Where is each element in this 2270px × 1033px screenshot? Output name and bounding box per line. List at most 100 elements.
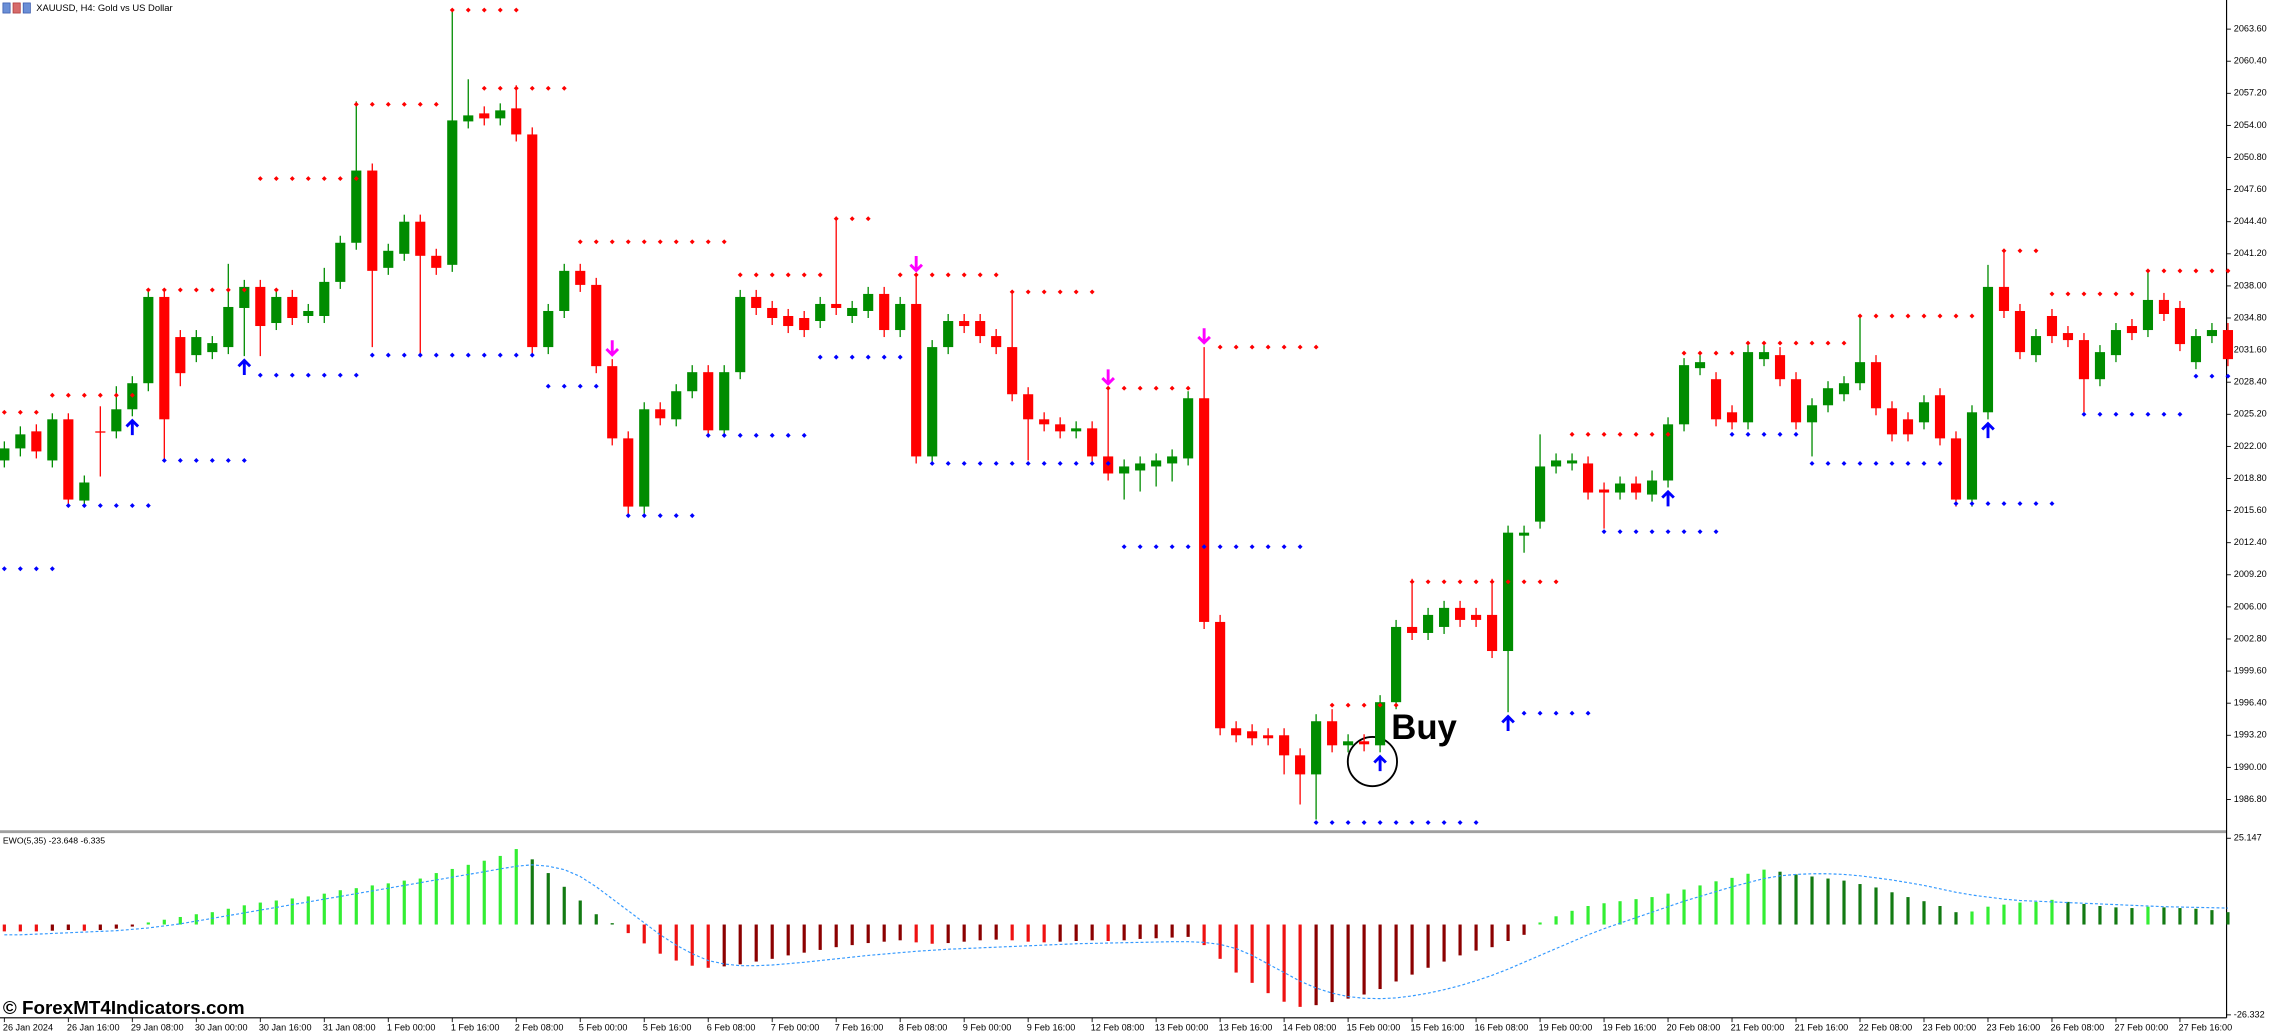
y-tick-label: 2009.20 [2234, 569, 2267, 579]
support-dot [1393, 820, 1399, 826]
support-dot [1329, 820, 1335, 826]
ewo-bar [66, 924, 70, 931]
y-tick-label: 2063.60 [2234, 24, 2267, 34]
candle-body [895, 303, 906, 331]
ewo-bar [162, 919, 166, 925]
ewo-bar [2226, 912, 2230, 925]
y-tick-label: 2022.00 [2234, 441, 2267, 451]
candle-body [95, 431, 106, 433]
candle-body [207, 343, 218, 353]
x-tick-label: 29 Jan 08:00 [131, 1022, 184, 1032]
ewo-bar [1522, 924, 1526, 935]
support-level [1313, 820, 1479, 826]
ewo-bar [258, 902, 262, 925]
ewo-bar [1538, 922, 1542, 925]
support-dot [1169, 544, 1175, 550]
candle-body [1167, 456, 1178, 464]
support-dot [97, 503, 103, 509]
ewo-bar [530, 859, 534, 925]
x-tick-label: 22 Feb 08:00 [1859, 1022, 1913, 1032]
ewo-bar [658, 924, 662, 954]
candle-body [399, 221, 410, 254]
candle-body [575, 270, 586, 285]
ewo-bar [562, 886, 566, 925]
candle-body [1854, 362, 1866, 384]
x-tick-label: 8 Feb 08:00 [899, 1022, 948, 1032]
candle-body [447, 120, 458, 265]
ewo-bar [1842, 880, 1846, 925]
ewo-bar [2098, 906, 2102, 925]
x-tick-label: 13 Feb 00:00 [1155, 1022, 1209, 1032]
support-dot [1345, 820, 1351, 826]
candle-body [1550, 460, 1562, 467]
support-dot [449, 352, 455, 358]
candle-body [383, 250, 394, 268]
candle-body [831, 303, 842, 308]
x-tick-label: 5 Feb 16:00 [643, 1022, 692, 1032]
indicator-y-tick-label: 25.147 [2234, 833, 2262, 843]
y-tick-label: 1990.00 [2234, 762, 2267, 772]
x-tick-label: 1 Feb 00:00 [387, 1022, 436, 1032]
ewo-bar [1762, 869, 1766, 925]
resistance-dot [97, 392, 103, 398]
x-tick-label: 12 Feb 08:00 [1091, 1022, 1145, 1032]
candle-body [1694, 362, 1706, 369]
sell-arrow [909, 256, 923, 273]
candle-body [751, 296, 762, 308]
resistance-dot [193, 287, 199, 293]
ewo-bar [1330, 924, 1334, 1003]
candle-body [287, 296, 298, 319]
candle-body [1886, 408, 1898, 435]
ewo-bar [1234, 924, 1238, 973]
support-dot [1217, 544, 1223, 550]
resistance-dot [145, 287, 151, 293]
candle-body [783, 315, 794, 327]
ewo-bar [978, 924, 982, 941]
support-level [625, 513, 695, 519]
candle-body [1343, 741, 1354, 746]
support-dot [353, 372, 359, 378]
x-tick-label: 21 Feb 00:00 [1731, 1022, 1785, 1032]
y-tick-label: 2041.20 [2234, 248, 2267, 258]
candle-body [767, 307, 778, 319]
candle-body [111, 409, 122, 432]
ewo-bar [1778, 871, 1782, 925]
ewo-bar [514, 849, 518, 925]
candle-body [623, 438, 634, 507]
resistance-dot [257, 287, 263, 293]
ewo-bar [370, 885, 374, 925]
candle-body [719, 372, 730, 431]
ewo-bar [418, 878, 422, 925]
y-tick-label: 2018.80 [2234, 473, 2267, 483]
candle-body [671, 391, 682, 420]
ewo-bar [1714, 881, 1718, 925]
ewo-bar [1986, 906, 1990, 925]
ewo-bar [754, 924, 758, 962]
candle-body [191, 337, 202, 356]
ewo-bar [690, 924, 694, 966]
buy-arrow [1501, 714, 1515, 732]
ewo-bar [2034, 901, 2038, 925]
x-tick-label: 23 Feb 16:00 [1987, 1022, 2041, 1032]
resistance-dot [65, 392, 71, 398]
ewo-bar [738, 924, 742, 965]
y-tick-label: 1986.80 [2234, 794, 2267, 804]
candle-body [975, 321, 986, 337]
candle-body [1934, 395, 1946, 439]
resistance-level [49, 392, 135, 398]
ewo-bar [2050, 899, 2054, 925]
ewo-bar [130, 924, 134, 927]
ewo-bar [1746, 873, 1750, 925]
support-dot [929, 460, 935, 466]
x-tick-label: 30 Jan 00:00 [195, 1022, 248, 1032]
support-dot [1313, 820, 1319, 826]
ewo-bar [994, 924, 998, 940]
candle-body [1487, 614, 1498, 652]
ewo-bar [578, 900, 582, 925]
indicator-title: EWO(5,35) -23.648 -6.335 [3, 835, 105, 845]
support-dot [2097, 411, 2103, 417]
candle-body [1439, 607, 1450, 627]
ewo-bar [1362, 924, 1366, 995]
candle-body [543, 310, 554, 348]
ewo-bar [1938, 906, 1942, 925]
